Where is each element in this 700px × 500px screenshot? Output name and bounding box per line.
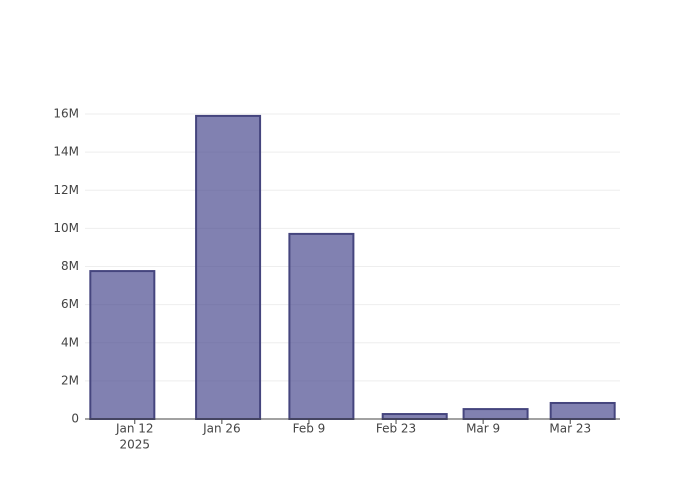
bar [462, 408, 529, 420]
x-tick-label: Jan 12 [115, 422, 154, 436]
x-tick-label: Jan 26 [202, 422, 241, 436]
bar [288, 232, 355, 420]
x-tick-label: Feb 9 [293, 422, 326, 436]
x-tick-label: Mar 9 [466, 422, 500, 436]
y-tick-label: 8M [61, 259, 79, 273]
y-tick-label: 2M [61, 373, 79, 387]
bar [195, 114, 262, 420]
y-tick-label: 14M [53, 145, 79, 159]
x-tick-label: Mar 23 [549, 422, 591, 436]
y-tick-label: 6M [61, 297, 79, 311]
x-tick-label: Feb 23 [376, 422, 416, 436]
x-year-label: 2025 [119, 438, 150, 452]
y-tick-label: 10M [53, 221, 79, 235]
y-tick-label: 16M [53, 107, 79, 121]
bar [381, 413, 448, 421]
y-tick-label: 12M [53, 183, 79, 197]
y-tick-label: 4M [61, 335, 79, 349]
bar [89, 270, 156, 421]
bar [549, 401, 616, 420]
y-tick-label: 0 [71, 412, 79, 426]
